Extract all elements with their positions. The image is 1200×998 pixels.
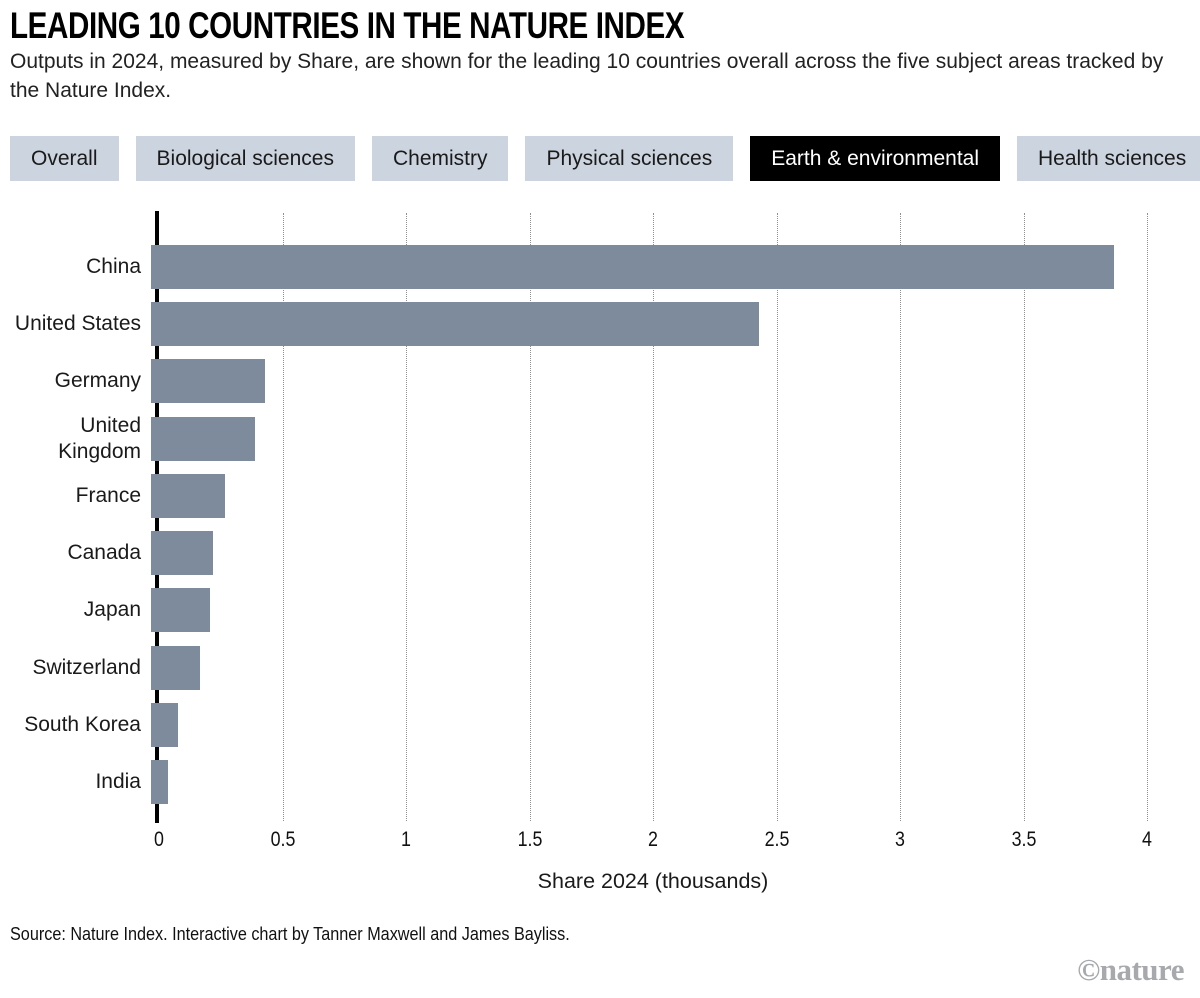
country-bar[interactable]	[151, 301, 759, 346]
country-label: Switzerland	[32, 655, 141, 679]
tab-biological-sciences[interactable]: Biological sciences	[135, 136, 355, 181]
bar-track	[151, 301, 1139, 346]
bar-track	[151, 244, 1139, 289]
gridline-2.5	[776, 213, 778, 821]
x-tick-label: 0	[154, 828, 164, 851]
page-title-text: LEADING 10 COUNTRIES IN THE NATURE INDEX	[10, 5, 685, 46]
bar-track	[151, 473, 1139, 518]
tab-earth-environmental[interactable]: Earth & environmental	[750, 136, 1000, 181]
gridline-0.5	[282, 213, 284, 821]
country-label: United States	[14, 311, 141, 335]
source-note: Source: Nature Index. Interactive chart …	[10, 924, 1190, 945]
country-label: Germany	[54, 369, 141, 393]
x-tick-label: 0.5	[270, 828, 295, 851]
bar-track	[151, 703, 1139, 748]
country-label: China	[86, 254, 141, 278]
x-tick-label: 3.5	[1011, 828, 1036, 851]
bar-row: Canada	[10, 524, 1190, 581]
country-bar[interactable]	[151, 703, 179, 748]
bar-track	[151, 588, 1139, 633]
bar-track	[151, 531, 1139, 576]
bar-row: Switzerland	[10, 639, 1190, 696]
country-label: France	[75, 483, 141, 507]
source-note-text: Source: Nature Index. Interactive chart …	[10, 924, 570, 944]
country-label: United Kingdom	[58, 413, 141, 463]
country-bar[interactable]	[151, 244, 1115, 289]
bar-rows: China United States Germany United Kingdom F…	[10, 211, 1190, 811]
x-axis-label: Share 2024 (thousands)	[537, 869, 769, 893]
nature-logo: ©nature	[1077, 952, 1184, 987]
country-label: Canada	[67, 541, 141, 565]
country-label: Japan	[83, 598, 141, 622]
country-bar[interactable]	[151, 473, 226, 518]
gridline-3.5	[1023, 213, 1025, 821]
bar-row: United States	[10, 295, 1190, 352]
bar-row: United Kingdom	[10, 410, 1190, 467]
country-bar[interactable]	[151, 645, 201, 690]
bar-track	[151, 359, 1139, 404]
bar-row: China	[10, 238, 1190, 295]
country-label: South Korea	[24, 713, 141, 737]
tab-chemistry[interactable]: Chemistry	[371, 136, 509, 181]
bar-chart: China United States Germany United Kingdom F…	[10, 211, 1190, 823]
tab-health-sciences[interactable]: Health sciences	[1017, 136, 1200, 181]
subject-area-tabs: Overall Biological sciences Chemistry Physi…	[10, 136, 1200, 181]
bar-row: India	[10, 754, 1190, 811]
x-tick-label: 1	[401, 828, 411, 851]
country-label: India	[95, 770, 141, 794]
gridline-1.5	[529, 213, 531, 821]
gridline-4	[1147, 213, 1148, 821]
gridline-2	[653, 213, 654, 821]
country-bar[interactable]	[151, 588, 211, 633]
tab-overall[interactable]: Overall	[10, 136, 119, 181]
gridline-3	[900, 213, 901, 821]
bar-track	[151, 416, 1139, 461]
x-tick-label: 1.5	[517, 828, 542, 851]
x-axis-ticks: 0 0.5 1 1.5 2 2.5 3 3.5 4	[154, 821, 1152, 853]
x-tick-label: 3	[895, 828, 905, 851]
tab-physical-sciences[interactable]: Physical sciences	[525, 136, 734, 181]
bar-track	[151, 760, 1139, 805]
country-bar[interactable]	[151, 531, 213, 576]
country-bar[interactable]	[151, 416, 255, 461]
bar-row: France	[10, 467, 1190, 524]
x-tick-label: 2	[648, 828, 658, 851]
bar-track	[151, 645, 1139, 690]
bar-row: Japan	[10, 582, 1190, 639]
chart-subtitle: Outputs in 2024, measured by Share, are …	[10, 50, 1164, 102]
x-tick-label: 4	[1142, 828, 1152, 851]
country-bar[interactable]	[151, 760, 169, 805]
bar-row: South Korea	[10, 696, 1190, 753]
gridline-1	[406, 213, 407, 821]
country-bar[interactable]	[151, 359, 265, 404]
bar-row: Germany	[10, 353, 1190, 410]
page-title: LEADING 10 COUNTRIES IN THE NATURE INDEX	[10, 6, 1190, 46]
x-tick-label: 2.5	[764, 828, 789, 851]
